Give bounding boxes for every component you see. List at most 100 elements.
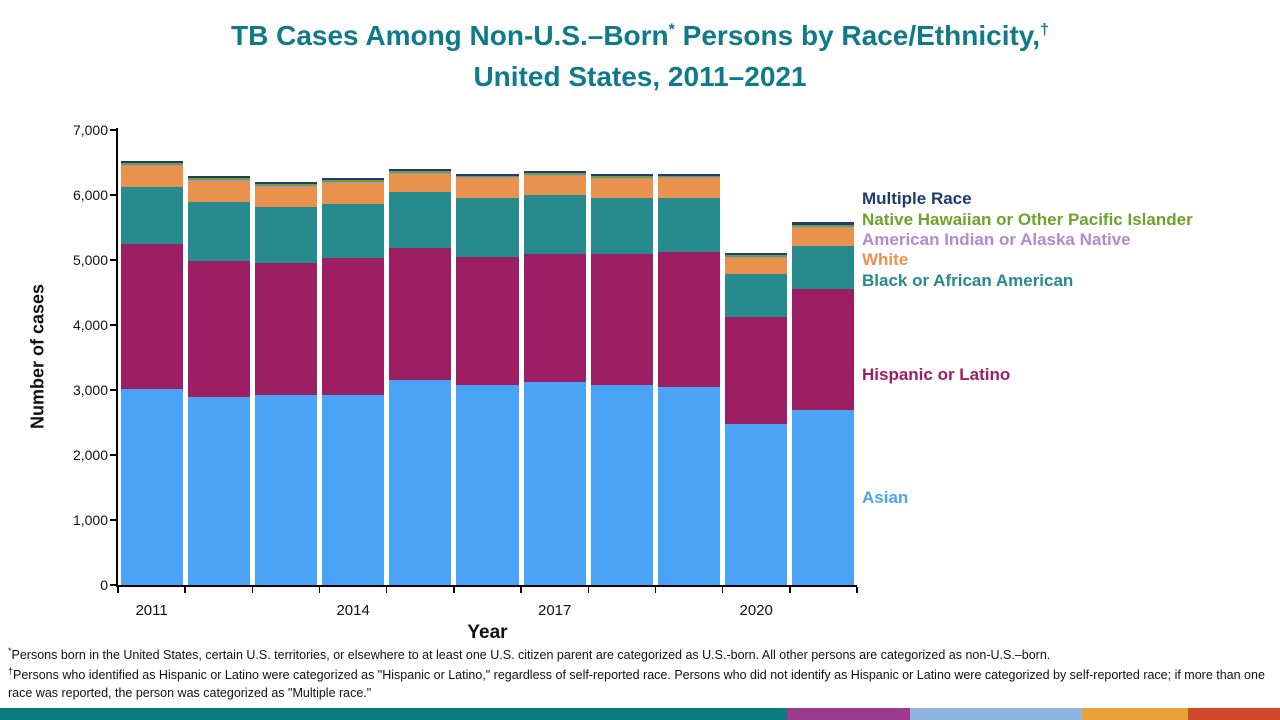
stacked-bar-2013 (254, 130, 318, 585)
bar-segment (657, 173, 721, 176)
bar-segment (725, 252, 788, 256)
bar-segment (657, 197, 721, 253)
footnote-us-born: *Persons born in the United States, cert… (8, 646, 1051, 663)
bar-segment (389, 170, 452, 174)
bar-segment (792, 246, 855, 289)
x-tick-mark (251, 587, 254, 593)
footnote-hispanic-race: †Persons who identified as Hispanic or L… (8, 665, 1265, 700)
bar-segment (590, 384, 653, 585)
asterisk-superscript: * (668, 21, 675, 39)
y-tick-mark (110, 259, 116, 261)
y-tick-label: 6,000 (72, 187, 108, 203)
bar-segment (590, 176, 653, 178)
bar-segment (725, 317, 788, 424)
bar-segment (792, 227, 855, 247)
stripe-segment (1081, 708, 1188, 720)
y-tick-mark (110, 129, 116, 131)
bar-segment (120, 166, 183, 187)
bar-segment (657, 252, 721, 388)
bar-segment (254, 207, 318, 263)
x-tick-mark (856, 587, 858, 593)
bar-segment (389, 173, 452, 175)
bar-segment (792, 226, 855, 228)
footnotes: *Persons born in the United States, cert… (8, 645, 1274, 703)
stacked-bar-2019 (657, 130, 721, 585)
y-tick-mark (110, 584, 116, 586)
bar-segment (523, 253, 586, 382)
legend-item-black-or-african-american: Black or African American (862, 271, 1074, 290)
x-tick-mark (385, 587, 388, 593)
y-tick-label: 0 (100, 577, 108, 593)
stacked-bar-2020 (725, 130, 788, 585)
x-tick-mark (117, 587, 119, 593)
bar-segment (322, 258, 385, 395)
stripe-segment (787, 708, 911, 720)
stripe-segment (1187, 708, 1280, 720)
bar-segment (322, 183, 385, 205)
bar-segment (523, 170, 586, 173)
bar-segment (725, 255, 788, 257)
chart-title-line1: TB Cases Among Non-U.S.–Born* Persons by… (231, 20, 1049, 51)
bar-segment (657, 178, 721, 198)
bar-segment (254, 262, 318, 395)
bar-segment (254, 182, 318, 185)
y-tick-label: 5,000 (72, 252, 108, 268)
bar-segment (725, 256, 788, 258)
y-tick-mark (110, 324, 116, 326)
x-tick-label: 2017 (537, 602, 572, 619)
footer-color-stripe (0, 708, 1280, 720)
bar-segment (120, 165, 183, 167)
y-tick-mark (110, 519, 116, 521)
bar-segment (590, 178, 653, 199)
stacked-bar-2018 (590, 130, 653, 585)
bar-segment (322, 204, 385, 259)
bar-segment (322, 180, 385, 183)
legend-item-multiple-race: Multiple Race (862, 189, 972, 208)
x-tick-mark (184, 587, 186, 593)
bar-segment (389, 379, 452, 585)
x-tick-mark (318, 587, 321, 593)
bar-segment (120, 243, 183, 389)
stacked-bar-2014 (322, 130, 385, 585)
bar-segment (725, 273, 788, 318)
x-axis-title: Year (467, 622, 508, 643)
bar-segment (456, 175, 519, 178)
bar-segment (187, 181, 250, 203)
stacked-bar-2021 (792, 130, 855, 585)
x-tick-label: 2014 (336, 602, 370, 619)
bar-segment (590, 177, 653, 179)
bar-segment (792, 288, 855, 410)
stripe-segment (910, 708, 1082, 720)
bar-segment (456, 177, 519, 179)
bar-segment (187, 396, 250, 585)
y-tick-mark (110, 389, 116, 391)
chart-title: TB Cases Among Non-U.S.–Born* Persons by… (0, 16, 1280, 97)
bar-segment (389, 169, 452, 171)
bar-segment (187, 180, 250, 182)
y-tick-label: 3,000 (72, 382, 108, 398)
y-tick-label: 2,000 (72, 447, 108, 463)
y-tick-mark (110, 194, 116, 196)
bar-segment (389, 191, 452, 248)
x-tick-mark (587, 587, 590, 593)
bar-segment (523, 175, 586, 195)
bar-segment (590, 198, 653, 254)
x-tick-mark (520, 587, 522, 593)
bar-segment (120, 160, 183, 164)
bar-segment (725, 257, 788, 274)
stripe-segment (0, 708, 788, 720)
bar-segment (456, 257, 519, 385)
bar-segment (657, 387, 721, 585)
y-tick-label: 1,000 (72, 512, 108, 528)
stacked-bar-2017 (523, 130, 586, 585)
bar-segment (523, 172, 586, 175)
bar-segment (120, 163, 183, 166)
dagger-marker: † (8, 665, 14, 676)
stacked-bar-2016 (456, 130, 519, 585)
stacked-bar-2012 (187, 130, 250, 585)
x-tick-mark (453, 587, 455, 593)
x-tick-mark (654, 587, 657, 593)
bar-segment (254, 184, 318, 187)
bar-segment (792, 221, 855, 225)
bar-segment (120, 388, 183, 585)
